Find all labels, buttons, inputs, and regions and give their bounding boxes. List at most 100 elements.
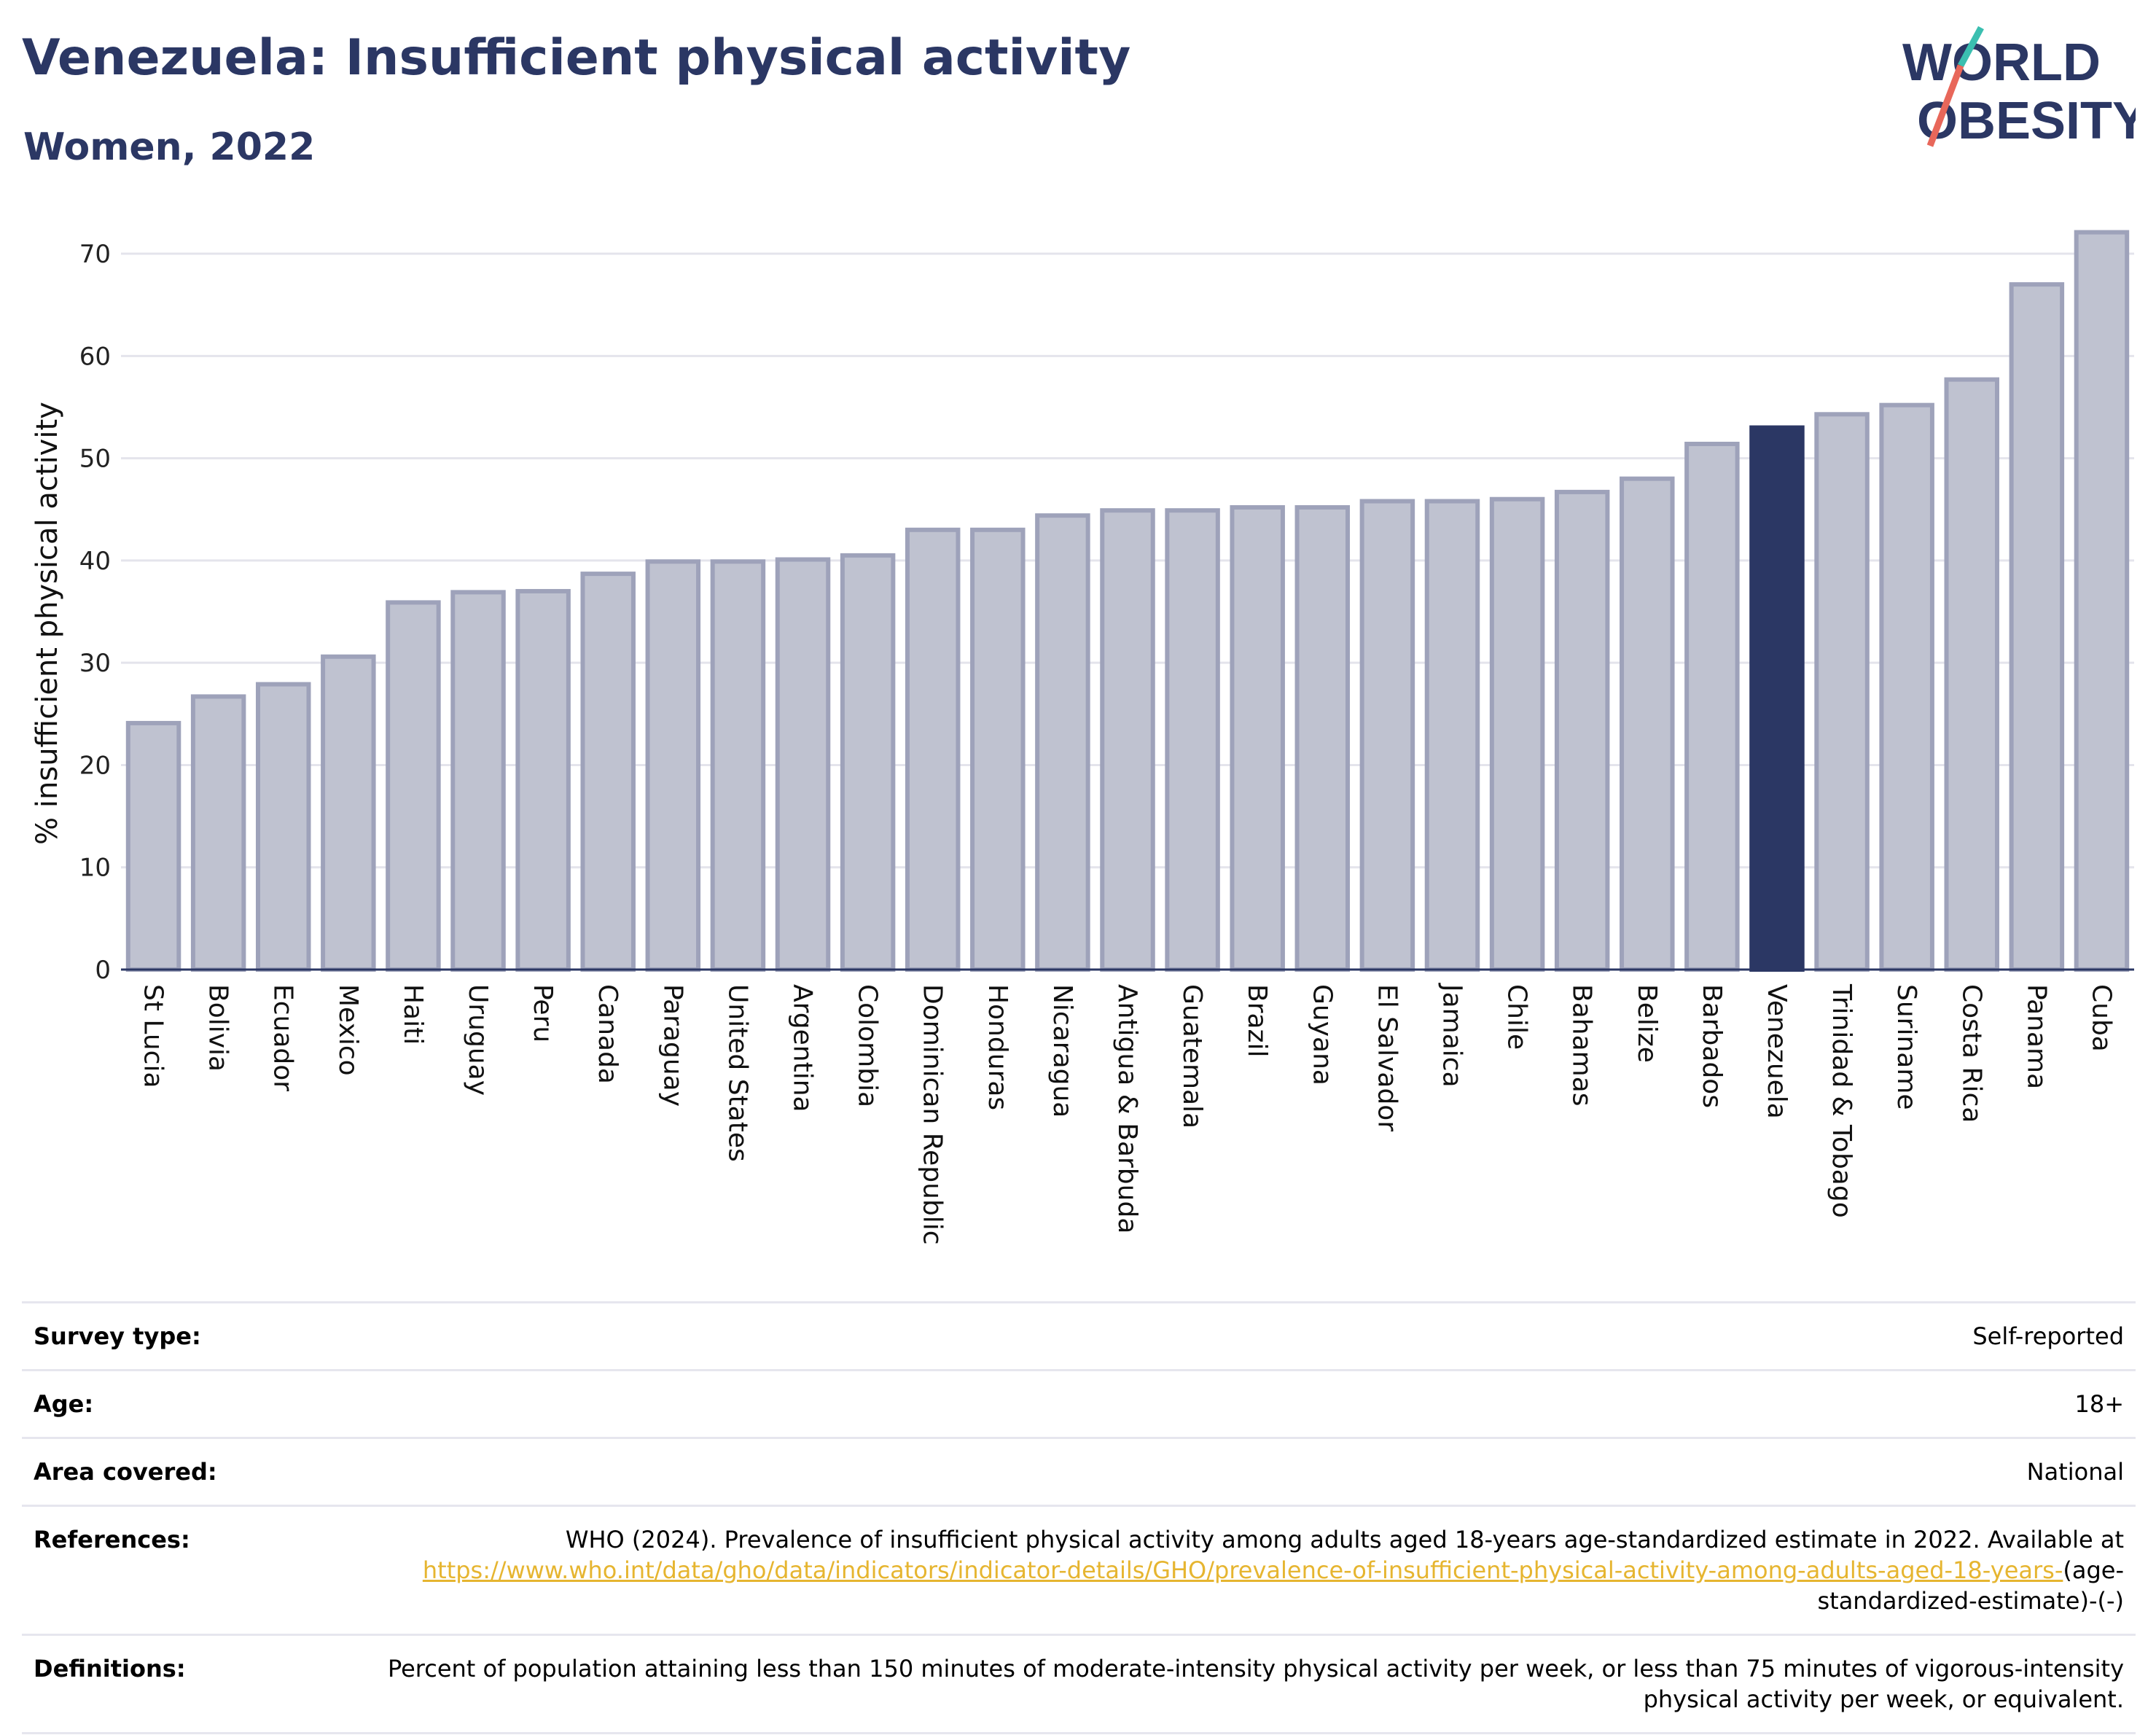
bar xyxy=(710,559,766,972)
x-tick-label: Cuba xyxy=(2086,984,2116,1052)
page-subtitle: Women, 2022 xyxy=(23,125,316,169)
x-tick-label: Dominican Republic xyxy=(918,984,948,1245)
y-axis-title: % insufficient physical activity xyxy=(31,402,64,845)
bar xyxy=(125,720,181,972)
bar xyxy=(1359,499,1415,972)
bar xyxy=(1879,402,1934,972)
bar xyxy=(1554,489,1610,972)
y-tick-label: 70 xyxy=(79,240,111,269)
y-tick-label: 0 xyxy=(95,956,111,985)
x-tick-label: St Lucia xyxy=(138,984,168,1088)
x-tick-label: Belize xyxy=(1632,984,1662,1063)
bar xyxy=(321,654,376,972)
bar xyxy=(1684,441,1740,972)
references-link[interactable]: https://www.who.int/data/gho/data/indica… xyxy=(422,1556,2063,1584)
x-tick-label: Barbados xyxy=(1697,984,1727,1108)
references-suffix: (age-standardized-estimate)-(-) xyxy=(1817,1556,2124,1615)
x-tick-label: Costa Rica xyxy=(1956,984,1986,1123)
x-tick-label: Guatemala xyxy=(1177,984,1207,1128)
bars xyxy=(125,230,2130,972)
x-tick-label: Venezuela xyxy=(1762,984,1792,1119)
bar xyxy=(840,553,896,972)
y-tick-label: 50 xyxy=(79,445,111,474)
x-tick-label: Ecuador xyxy=(268,984,298,1091)
y-tick-label: 10 xyxy=(79,854,111,883)
bar xyxy=(1165,508,1220,972)
bar xyxy=(1294,504,1351,972)
survey-type-label: Survey type: xyxy=(22,1301,286,1371)
age-label: Age: xyxy=(22,1369,286,1438)
x-tick-label: Peru xyxy=(528,984,558,1042)
x-tick-label: Honduras xyxy=(983,984,1012,1110)
x-tick-label: Bahamas xyxy=(1567,984,1597,1107)
bar xyxy=(1035,513,1090,972)
bar xyxy=(386,600,441,972)
bar xyxy=(190,694,246,972)
survey-type-value: Self-reported xyxy=(286,1301,2136,1371)
x-tick-label: Brazil xyxy=(1242,984,1272,1057)
x-tick-label: Antigua & Barbuda xyxy=(1112,984,1142,1233)
bar xyxy=(1424,499,1480,972)
x-tick-label: Chile xyxy=(1502,984,1532,1050)
bar xyxy=(1944,377,2000,972)
metadata-table: Survey type: Self-reported Age: 18+ Area… xyxy=(22,1301,2136,1734)
x-tick-label: Jamaica xyxy=(1437,983,1466,1088)
meta-row-age: Age: 18+ xyxy=(22,1369,2136,1438)
logo-slash-coral xyxy=(1926,64,1964,147)
x-tick-label: Bolivia xyxy=(203,984,233,1072)
x-tick-label: Trinidad & Tobago xyxy=(1827,983,1856,1218)
x-tick-label: El Salvador xyxy=(1372,984,1402,1131)
x-tick-label: Argentina xyxy=(788,984,818,1112)
logo-line2: OBESITY xyxy=(1917,92,2136,150)
y-tick-label: 20 xyxy=(79,751,111,780)
age-value: 18+ xyxy=(286,1369,2136,1438)
logo-slash-teal xyxy=(1958,26,1984,68)
definitions-label: Definitions: xyxy=(22,1634,286,1734)
references-label: References: xyxy=(22,1505,286,1635)
bar xyxy=(450,590,506,972)
y-tick-label: 40 xyxy=(79,547,111,576)
references-value: WHO (2024). Prevalence of insufficient p… xyxy=(286,1505,2136,1635)
bar xyxy=(2009,282,2065,972)
y-tick-labels: 0 10 20 30 40 50 60 70 xyxy=(79,240,111,985)
x-tick-label: Colombia xyxy=(853,984,883,1107)
bar xyxy=(1100,508,1155,972)
bar xyxy=(775,557,831,972)
bar xyxy=(970,527,1026,972)
x-tick-label: Haiti xyxy=(398,984,428,1045)
bar-chart: 0 10 20 30 40 50 60 70 St Lucia Bolivia Ecuador Me… xyxy=(31,230,2134,1245)
x-tick-label: Uruguay xyxy=(463,984,493,1096)
area-value: National xyxy=(286,1437,2136,1506)
definitions-value: Percent of population attaining less tha… xyxy=(286,1634,2136,1734)
bar xyxy=(515,588,571,972)
bar xyxy=(645,559,701,972)
bar xyxy=(255,682,311,972)
x-tick-label: Canada xyxy=(593,984,622,1084)
meta-row-area: Area covered: National xyxy=(22,1437,2136,1506)
meta-row-survey-type: Survey type: Self-reported xyxy=(22,1301,2136,1371)
x-tick-label: Panama xyxy=(2021,984,2051,1089)
logo-line1: WORLD xyxy=(1902,34,2101,92)
bar xyxy=(1230,504,1285,972)
bar xyxy=(1620,476,1675,972)
y-tick-label: 60 xyxy=(79,342,111,371)
bar xyxy=(905,527,961,972)
x-tick-labels: St Lucia Bolivia Ecuador Mexico Haiti Uruguay… xyxy=(138,983,2117,1245)
y-tick-label: 30 xyxy=(79,649,111,678)
x-tick-label: Nicaragua xyxy=(1047,984,1077,1118)
x-tick-label: Guyana xyxy=(1307,984,1337,1085)
bar xyxy=(1489,496,1545,972)
page-title: Venezuela: Insufficient physical activit… xyxy=(22,29,1131,87)
bar xyxy=(2074,230,2130,972)
references-text: WHO (2024). Prevalence of insufficient p… xyxy=(565,1526,2124,1553)
bar xyxy=(580,572,636,972)
x-tick-label: Suriname xyxy=(1891,984,1921,1110)
x-tick-label: Paraguay xyxy=(657,984,687,1107)
meta-row-references: References: WHO (2024). Prevalence of in… xyxy=(22,1505,2136,1635)
meta-row-definitions: Definitions: Percent of population attai… xyxy=(22,1634,2136,1734)
area-label: Area covered: xyxy=(22,1437,286,1506)
world-obesity-logo: WORLD OBESITY xyxy=(1902,26,2136,150)
bar xyxy=(1749,425,1805,972)
x-tick-label: Mexico xyxy=(333,984,363,1076)
bar xyxy=(1814,412,1870,972)
